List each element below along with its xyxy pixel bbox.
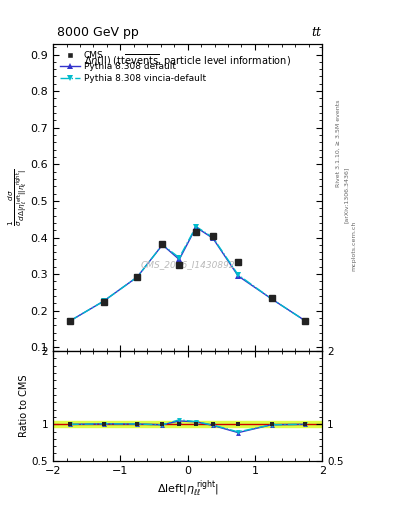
Text: CMS_2016_I1430892: CMS_2016_I1430892	[140, 261, 235, 269]
Text: 8000 GeV pp: 8000 GeV pp	[57, 26, 139, 39]
Legend: CMS, Pythia 8.308 default, Pythia 8.308 vincia-default: CMS, Pythia 8.308 default, Pythia 8.308 …	[57, 48, 209, 86]
X-axis label: $\Delta$left$|\eta_{\ell\ell}^{\rm\;right}|$: $\Delta$left$|\eta_{\ell\ell}^{\rm\;righ…	[157, 478, 219, 499]
Text: tt: tt	[312, 26, 321, 39]
Text: [arXiv:1306.3436]: [arXiv:1306.3436]	[344, 166, 349, 223]
Bar	[53, 421, 322, 427]
Text: Rivet 3.1.10, ≥ 3.5M events: Rivet 3.1.10, ≥ 3.5M events	[336, 100, 341, 187]
Text: mcplots.cern.ch: mcplots.cern.ch	[352, 221, 357, 271]
Y-axis label: Ratio to CMS: Ratio to CMS	[19, 375, 29, 437]
Text: $\Delta\eta$(ll) (tt$\overline{\rm{events}}$, particle level information): $\Delta\eta$(ll) (tt$\overline{\rm{event…	[84, 53, 291, 69]
Y-axis label: $\frac{1}{\sigma}\frac{d\sigma}{d\Delta|\eta_\ell^{\rm left}||\eta_\ell^{\rm rig: $\frac{1}{\sigma}\frac{d\sigma}{d\Delta|…	[6, 168, 29, 226]
